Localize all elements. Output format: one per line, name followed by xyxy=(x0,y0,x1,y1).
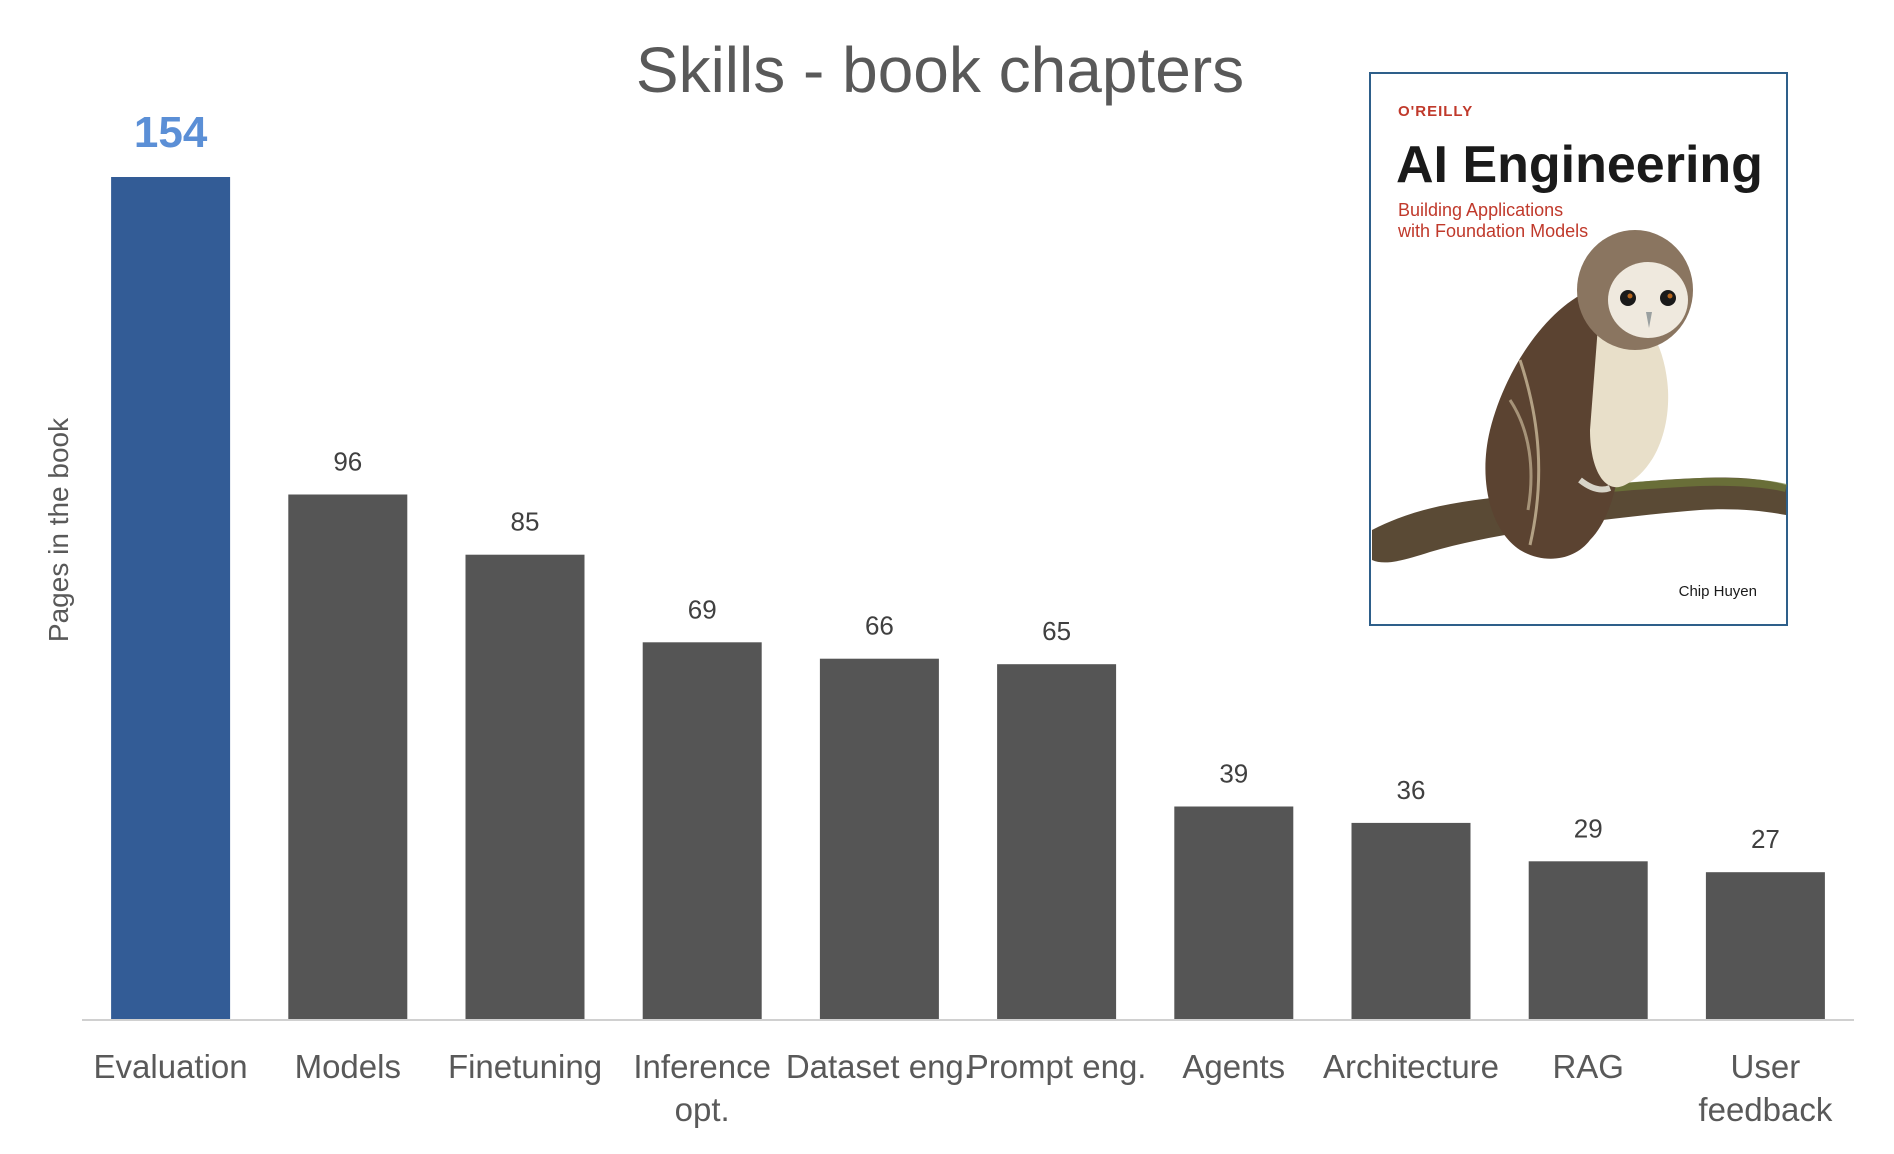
bar-0 xyxy=(111,177,231,1020)
category-label-1: Models xyxy=(295,1048,401,1085)
bar-2 xyxy=(465,554,585,1020)
bar-series xyxy=(111,177,1825,1020)
owl-eye-right xyxy=(1660,290,1676,306)
bar-1 xyxy=(288,494,408,1020)
bar-8 xyxy=(1528,861,1648,1020)
book-cover-image: O'REILLY AI Engineering Building Applica… xyxy=(1369,72,1788,626)
cover-publisher: O'REILLY xyxy=(1398,103,1473,120)
value-label-5: 65 xyxy=(1042,616,1071,646)
value-label-4: 66 xyxy=(865,611,894,641)
cover-subtitle-line1: Building Applications xyxy=(1398,200,1563,220)
owl-wing xyxy=(1485,290,1622,559)
category-label-8: RAG xyxy=(1552,1048,1624,1085)
value-label-8: 29 xyxy=(1574,813,1603,843)
bar-9 xyxy=(1705,872,1825,1020)
value-label-2: 85 xyxy=(511,507,540,537)
bar-4 xyxy=(819,658,939,1020)
category-label-4: Dataset eng. xyxy=(786,1048,973,1085)
value-label-1: 96 xyxy=(333,447,362,477)
value-label-3: 69 xyxy=(688,594,717,624)
category-label-7: Architecture xyxy=(1323,1048,1499,1085)
bar-5 xyxy=(997,664,1117,1020)
cover-title: AI Engineering xyxy=(1396,136,1763,194)
owl-eye-left xyxy=(1620,290,1636,306)
value-labels: 154 96 85 69 66 65 39 36 29 27 xyxy=(134,108,1780,854)
category-label-9: User feedback xyxy=(1698,1048,1832,1128)
bar-7 xyxy=(1351,822,1471,1020)
y-axis-label: Pages in the book xyxy=(43,417,74,642)
category-label-0: Evaluation xyxy=(94,1048,248,1085)
category-label-2: Finetuning xyxy=(448,1048,602,1085)
chart-title: Skills - book chapters xyxy=(636,34,1244,106)
value-label-7: 36 xyxy=(1397,775,1426,805)
cover-subtitle-line2: with Foundation Models xyxy=(1397,221,1588,241)
category-labels: Evaluation Models Finetuning Inference opt. D… xyxy=(94,1048,1833,1128)
value-label-6: 39 xyxy=(1219,759,1248,789)
category-label-5: Prompt eng. xyxy=(967,1048,1147,1085)
category-label-3: Inference opt. xyxy=(633,1048,771,1128)
owl-illustration xyxy=(1372,230,1787,563)
cover-author: Chip Huyen xyxy=(1679,583,1757,600)
bar-3 xyxy=(642,642,762,1020)
value-label-9: 27 xyxy=(1751,824,1780,854)
category-label-6: Agents xyxy=(1182,1048,1285,1085)
value-label-0: 154 xyxy=(134,108,208,157)
bar-6 xyxy=(1174,806,1294,1020)
